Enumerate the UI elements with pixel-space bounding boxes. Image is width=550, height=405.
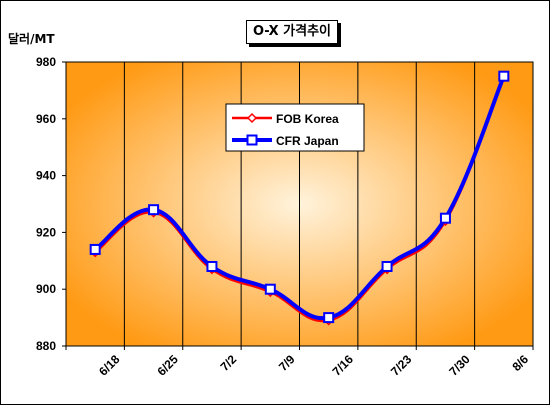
legend-marker bbox=[246, 134, 258, 146]
x-tick-label: 7/23 bbox=[388, 352, 415, 379]
legend-box bbox=[225, 103, 365, 152]
data-point-cfr-japan bbox=[148, 204, 160, 216]
y-tick-label: 900 bbox=[36, 282, 56, 296]
data-point-cfr-japan bbox=[498, 70, 510, 82]
legend-label: FOB Korea bbox=[276, 112, 339, 126]
data-point-cfr-japan bbox=[381, 260, 393, 272]
data-point-cfr-japan bbox=[206, 260, 218, 272]
x-tick-label: 7/30 bbox=[446, 352, 473, 379]
y-tick-label: 940 bbox=[36, 169, 56, 183]
x-tick-label: 7/2 bbox=[218, 352, 240, 374]
y-tick-label: 880 bbox=[36, 339, 56, 353]
y-tick-label: 960 bbox=[36, 112, 56, 126]
x-tick-label: 7/9 bbox=[276, 352, 298, 374]
data-point-cfr-japan bbox=[89, 243, 101, 255]
data-point-cfr-japan bbox=[439, 212, 451, 224]
y-axis-unit-label: 달러/MT bbox=[8, 32, 55, 46]
x-tick-label: 6/25 bbox=[154, 352, 181, 379]
data-point-cfr-japan bbox=[323, 312, 335, 324]
x-tick-label: 7/16 bbox=[330, 352, 357, 379]
y-tick-label: 980 bbox=[36, 55, 56, 69]
x-tick-label: 6/18 bbox=[96, 352, 123, 379]
x-tick-label: 8/6 bbox=[509, 352, 531, 374]
chart-title: O-X 가격추이 bbox=[246, 20, 339, 44]
y-tick-label: 920 bbox=[36, 225, 56, 239]
data-point-cfr-japan bbox=[264, 283, 276, 295]
legend-label: CFR Japan bbox=[276, 134, 339, 148]
legend-marker bbox=[246, 112, 258, 124]
